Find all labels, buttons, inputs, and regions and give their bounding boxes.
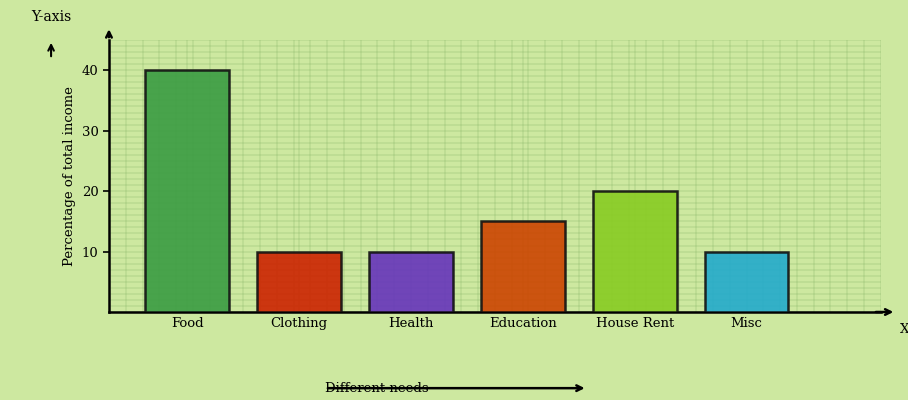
Y-axis label: Percentage of total income: Percentage of total income bbox=[64, 86, 76, 266]
Bar bbox=[593, 191, 676, 312]
Bar bbox=[481, 221, 565, 312]
Bar bbox=[145, 70, 229, 312]
Text: Y-axis: Y-axis bbox=[31, 10, 71, 24]
Bar bbox=[369, 252, 453, 312]
Text: Different needs: Different needs bbox=[325, 382, 437, 395]
Bar bbox=[705, 252, 788, 312]
Text: X-axis: X-axis bbox=[900, 323, 908, 336]
Bar bbox=[257, 252, 341, 312]
